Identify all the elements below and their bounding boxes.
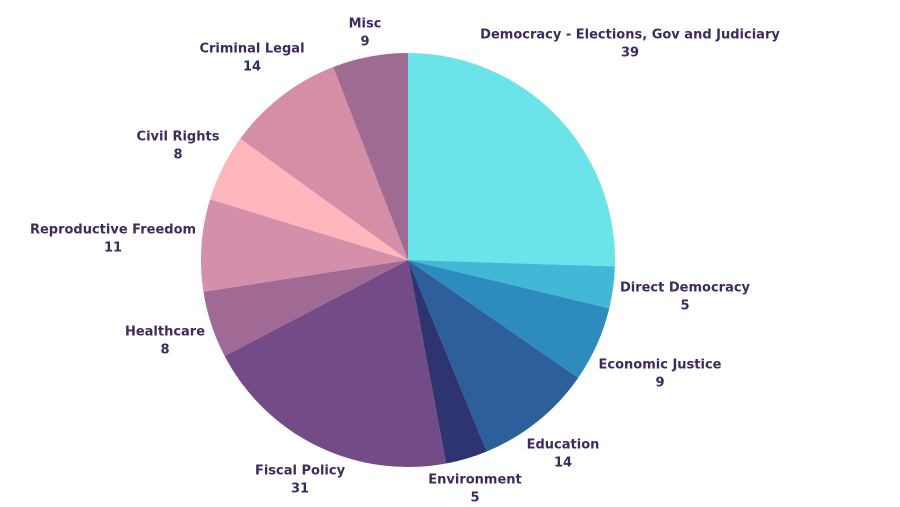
pie-slice [201,199,408,292]
pie-slice [408,53,615,267]
slice-value: 14 [243,60,261,75]
slice-value: 14 [554,456,572,471]
slice-label: Criminal Legal [199,42,304,57]
slice-label: Civil Rights [137,130,220,145]
pie-slice [408,260,615,309]
slice-label: Direct Democracy [620,281,751,296]
pie-slice [408,260,610,378]
slice-label: Misc [349,17,382,32]
slice-label: Healthcare [125,325,205,340]
slice-value: 9 [360,35,369,50]
slice-value: 8 [173,148,182,163]
pie-slice [408,260,487,464]
pie-slice [210,138,408,260]
slice-value: 5 [680,299,689,314]
slice-label: Reproductive Freedom [30,223,196,238]
slice-label: Economic Justice [599,358,722,373]
slice-value: 39 [621,46,639,61]
pie-slice [203,260,408,357]
slice-value: 31 [291,482,309,497]
slice-value: 8 [160,343,169,358]
slice-label: Democracy - Elections, Gov and Judiciary [480,28,780,43]
pie-slice [240,66,408,261]
slice-label: Fiscal Policy [255,464,346,479]
pie-slice [333,53,408,260]
slice-value: 5 [470,491,479,506]
slice-value: 11 [104,241,122,256]
pie-slice [408,260,579,452]
slice-label: Education [527,438,600,453]
slice-value: 9 [655,376,664,391]
slice-label: Environment [428,473,522,488]
pie-slice [224,260,447,467]
